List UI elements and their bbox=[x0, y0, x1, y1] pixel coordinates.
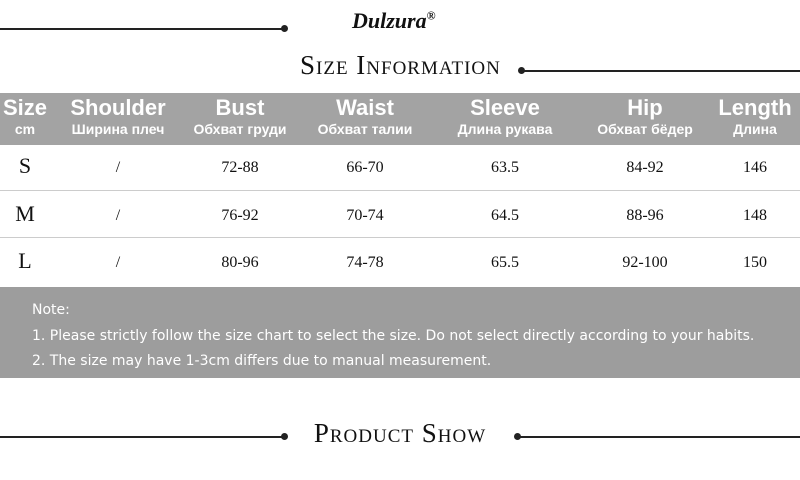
table-cell: 150 bbox=[743, 254, 767, 271]
notes-title: Note: bbox=[32, 302, 70, 318]
section-title: Size Information bbox=[300, 50, 501, 80]
column-header: Length Длина bbox=[690, 95, 800, 137]
table-cell: / bbox=[115, 254, 121, 271]
table-cell: 70-74 bbox=[346, 207, 384, 224]
divider bbox=[522, 70, 800, 72]
table-cell: L bbox=[18, 248, 32, 273]
column-name: Hip bbox=[627, 95, 663, 120]
column-header: Sleeve Длина рукава bbox=[440, 95, 570, 137]
table-cell: / bbox=[115, 159, 121, 176]
table-cell: 63.5 bbox=[491, 159, 519, 176]
column-header: Shoulder Ширина плеч bbox=[53, 95, 183, 137]
column-subtitle: cm bbox=[14, 121, 36, 137]
column-subtitle: Обхват бёдер bbox=[597, 121, 693, 137]
table-cell: S bbox=[18, 153, 32, 178]
note-item: 2. The size may have 1-3cm differs due t… bbox=[32, 353, 492, 369]
divider bbox=[518, 436, 800, 438]
divider-dot bbox=[514, 433, 521, 440]
column-name: Size bbox=[2, 95, 48, 120]
table-cell: 76-92 bbox=[221, 207, 259, 224]
section-title: Product Show bbox=[313, 418, 487, 448]
table-cell: 72-88 bbox=[221, 159, 259, 176]
row-separator bbox=[0, 190, 800, 191]
table-header bbox=[0, 93, 800, 145]
column-subtitle: Длина bbox=[733, 121, 777, 137]
notes: Note: 1. Please strictly follow the size… bbox=[0, 287, 800, 378]
table-cell: 148 bbox=[743, 207, 767, 224]
table-cell: 92-100 bbox=[622, 254, 668, 271]
row-separator bbox=[0, 237, 800, 238]
table-cell: 66-70 bbox=[346, 159, 384, 176]
divider-dot bbox=[281, 25, 288, 32]
table-cell: / bbox=[115, 207, 121, 224]
column-subtitle: Обхват груди bbox=[193, 121, 287, 137]
column-name: Bust bbox=[215, 95, 265, 120]
brand: Dulzura® bbox=[352, 8, 436, 34]
column-subtitle: Ширина плеч bbox=[71, 121, 165, 137]
table-cell: 64.5 bbox=[491, 207, 519, 224]
column-name: Length bbox=[718, 95, 792, 120]
table-cell: 65.5 bbox=[491, 254, 519, 271]
column-name: Sleeve bbox=[470, 95, 540, 120]
column-subtitle: Длина рукава bbox=[457, 121, 553, 137]
brand-mark: ® bbox=[426, 8, 436, 23]
table-cell: 74-78 bbox=[346, 254, 384, 271]
column-subtitle: Обхват талии bbox=[317, 121, 413, 137]
column-header: Waist Обхват талии bbox=[300, 95, 430, 137]
column-name: Shoulder bbox=[70, 95, 166, 120]
table-cell: 146 bbox=[743, 159, 767, 176]
divider bbox=[0, 28, 285, 30]
column-header: Size cm bbox=[0, 95, 90, 137]
brand-name: Dulzura bbox=[352, 8, 427, 33]
table-cell: 84-92 bbox=[626, 159, 664, 176]
divider-dot bbox=[518, 67, 525, 74]
table-cell: 88-96 bbox=[626, 207, 664, 224]
column-name: Waist bbox=[336, 95, 394, 120]
note-item: 1. Please strictly follow the size chart… bbox=[32, 328, 755, 344]
table-cell: 80-96 bbox=[221, 254, 259, 271]
divider bbox=[0, 436, 285, 438]
divider-dot bbox=[281, 433, 288, 440]
table-cell: M bbox=[15, 201, 35, 226]
column-header: Bust Обхват груди bbox=[175, 95, 305, 137]
column-header: Hip Обхват бёдер bbox=[580, 95, 710, 137]
